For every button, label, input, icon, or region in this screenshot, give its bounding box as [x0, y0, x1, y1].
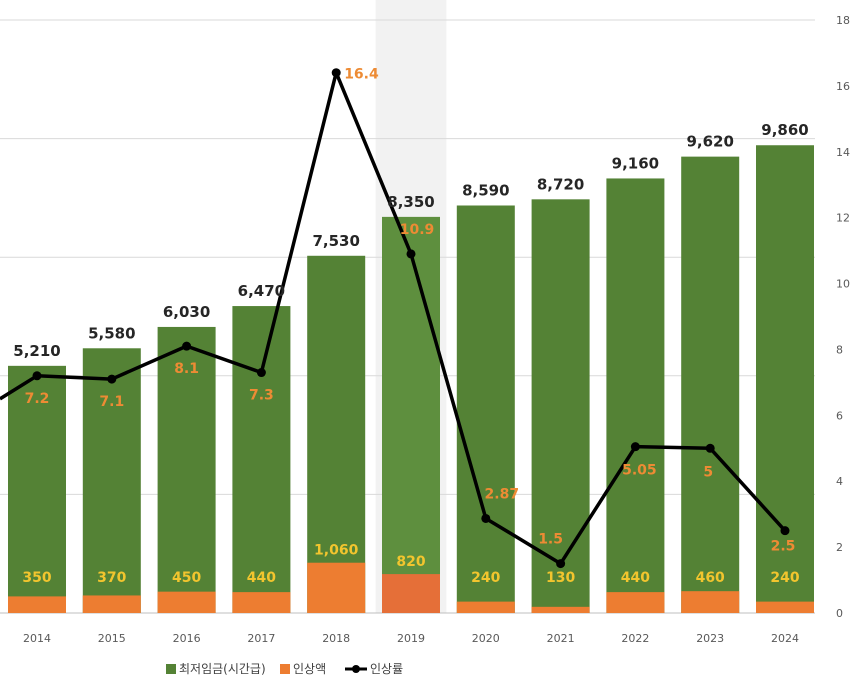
wage-label-2022: 9,160: [612, 154, 659, 172]
x-tick-2014: 2014: [23, 632, 51, 645]
wage-label-2015: 5,580: [88, 324, 135, 342]
wage-bar-2021: [531, 199, 590, 614]
y-right-tick-12: 12: [836, 212, 850, 225]
rate-point-2023: [705, 443, 715, 453]
y-right-tick-6: 6: [836, 409, 843, 422]
rate-label-2023: 5: [703, 464, 713, 480]
y-right-tick-2: 2: [836, 541, 843, 554]
wage-bar-2022: [606, 178, 665, 614]
x-tick-2023: 2023: [696, 632, 724, 645]
x-tick-2021: 2021: [547, 632, 575, 645]
increase-label-2020: 240: [471, 570, 500, 586]
rate-label-2020: 2.87: [485, 486, 520, 502]
rate-label-2015: 7.1: [99, 394, 124, 410]
rate-point-2016: [182, 341, 192, 351]
rate-point-2014: [32, 371, 42, 381]
wage-label-2019: 8,350: [387, 193, 434, 211]
increase-label-2019: 820: [396, 554, 425, 570]
wage-bar-2014: [8, 365, 66, 613]
wage-bar-2016: [157, 326, 216, 613]
increase-bar-2017: [232, 592, 291, 613]
increase-label-2017: 440: [247, 570, 276, 586]
y-right-tick-16: 16: [836, 80, 850, 93]
rate-point-2021: [556, 559, 566, 569]
increase-label-2021: 130: [546, 570, 575, 586]
x-tick-2024: 2024: [771, 632, 799, 645]
wage-label-2021: 8,720: [537, 175, 584, 193]
legend-swatch-increase: [280, 664, 290, 674]
rate-label-2018: 16.4: [344, 67, 379, 83]
increase-label-2023: 460: [696, 570, 725, 586]
increase-bar-2014: [8, 596, 66, 613]
wage-bar-2020: [456, 205, 515, 613]
rate-point-2020: [481, 513, 491, 523]
wage-bar-2023: [681, 156, 740, 613]
rate-label-2024: 2.5: [771, 539, 796, 555]
x-tick-2020: 2020: [472, 632, 500, 645]
y-right-tick-14: 14: [836, 146, 850, 159]
y-right-tick-18: 18: [836, 14, 850, 27]
rate-point-2015: [107, 374, 117, 384]
rate-point-2022: [630, 442, 640, 452]
wage-bar-2017: [232, 306, 291, 613]
increase-bar-2023: [681, 591, 740, 613]
rate-point-2019: [406, 249, 416, 259]
wage-bar-2015: [82, 348, 141, 613]
x-tick-2022: 2022: [621, 632, 649, 645]
wage-bar-2018: [307, 255, 366, 613]
increase-bar-2018: [307, 562, 366, 613]
rate-line: [0, 70, 787, 566]
legend-swatch-rate-marker: [352, 665, 360, 673]
increase-label-2024: 240: [770, 570, 799, 586]
rate-label-2021: 1.5: [538, 532, 563, 548]
increase-bar-2024: [756, 601, 814, 613]
wage-label-2020: 8,590: [462, 181, 509, 199]
y-right-tick-0: 0: [836, 607, 843, 620]
x-tick-2016: 2016: [173, 632, 201, 645]
increase-label-2016: 450: [172, 570, 201, 586]
wage-label-2024: 9,860: [761, 121, 808, 139]
increase-label-2022: 440: [621, 570, 650, 586]
increase-bar-2016: [157, 591, 216, 613]
increase-bar-2015: [82, 595, 141, 613]
rate-point-2024: [780, 526, 790, 536]
rate-label-2022: 5.05: [622, 463, 657, 479]
increase-bar-2021: [531, 606, 590, 613]
wage-label-2018: 7,530: [312, 232, 359, 250]
wage-label-2023: 9,620: [686, 133, 733, 151]
x-tick-2017: 2017: [247, 632, 275, 645]
legend-label-wage: 최저임금(시간급): [179, 662, 266, 676]
x-tick-2018: 2018: [322, 632, 350, 645]
x-tick-2019: 2019: [397, 632, 425, 645]
increase-bar-2019: [382, 574, 440, 613]
rate-label-2016: 8.1: [174, 361, 199, 377]
wage-label-2016: 6,030: [163, 303, 210, 321]
wage-label-2017: 6,470: [238, 282, 285, 300]
y-right-tick-10: 10: [836, 278, 850, 291]
legend-label-increase: 인상액: [293, 662, 326, 676]
rate-label-2014: 7.2: [25, 391, 50, 407]
legend-swatch-wage: [166, 664, 176, 674]
increase-label-2015: 370: [97, 570, 126, 586]
rate-label-2017: 7.3: [249, 388, 274, 404]
x-tick-2015: 2015: [98, 632, 126, 645]
legend-label-rate: 인상률: [370, 662, 403, 676]
y-right-tick-8: 8: [836, 343, 843, 356]
wage-bar-2019: [382, 216, 440, 613]
y-right-tick-4: 4: [836, 475, 843, 488]
rate-point-2018: [331, 68, 341, 78]
increase-label-2014: 350: [22, 570, 51, 586]
rate-label-2019: 10.9: [400, 222, 435, 238]
increase-bar-2020: [456, 601, 515, 613]
increase-label-2018: 1,060: [314, 543, 359, 559]
increase-bar-2022: [606, 592, 665, 613]
wage-label-2014: 5,210: [13, 342, 60, 360]
rate-point-2017: [256, 368, 266, 378]
